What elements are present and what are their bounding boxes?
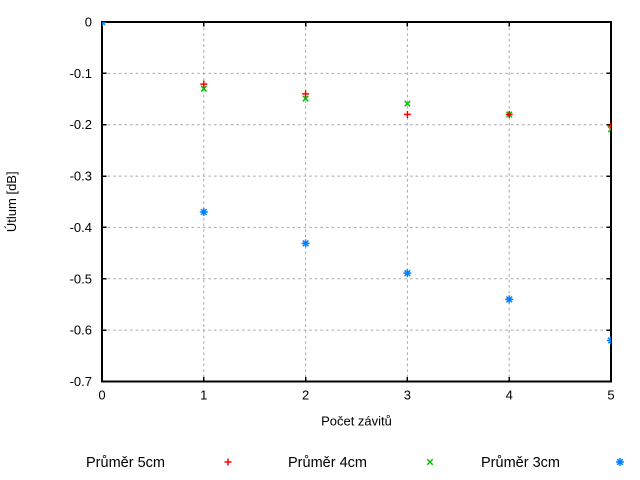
svg-text:-0.6: -0.6 bbox=[70, 323, 92, 338]
svg-text:Průměr 4cm: Průměr 4cm bbox=[288, 455, 367, 471]
svg-text:-0.5: -0.5 bbox=[70, 271, 92, 286]
svg-text:-0.2: -0.2 bbox=[70, 117, 92, 132]
svg-text:2: 2 bbox=[302, 388, 309, 403]
svg-text:5: 5 bbox=[607, 388, 614, 403]
svg-text:Průměr 3cm: Průměr 3cm bbox=[481, 455, 560, 471]
svg-text:Útlum [dB]: Útlum [dB] bbox=[4, 171, 19, 232]
svg-text:-0.4: -0.4 bbox=[70, 220, 92, 235]
svg-text:-0.3: -0.3 bbox=[70, 169, 92, 184]
svg-text:0: 0 bbox=[85, 15, 92, 30]
svg-text:3: 3 bbox=[404, 388, 411, 403]
svg-text:1: 1 bbox=[200, 388, 207, 403]
svg-text:0: 0 bbox=[98, 388, 105, 403]
svg-text:-0.1: -0.1 bbox=[70, 66, 92, 81]
svg-text:4: 4 bbox=[506, 388, 513, 403]
svg-text:-0.7: -0.7 bbox=[70, 374, 92, 389]
svg-text:Počet závitů: Počet závitů bbox=[321, 414, 392, 429]
svg-text:Průměr 5cm: Průměr 5cm bbox=[86, 455, 165, 471]
